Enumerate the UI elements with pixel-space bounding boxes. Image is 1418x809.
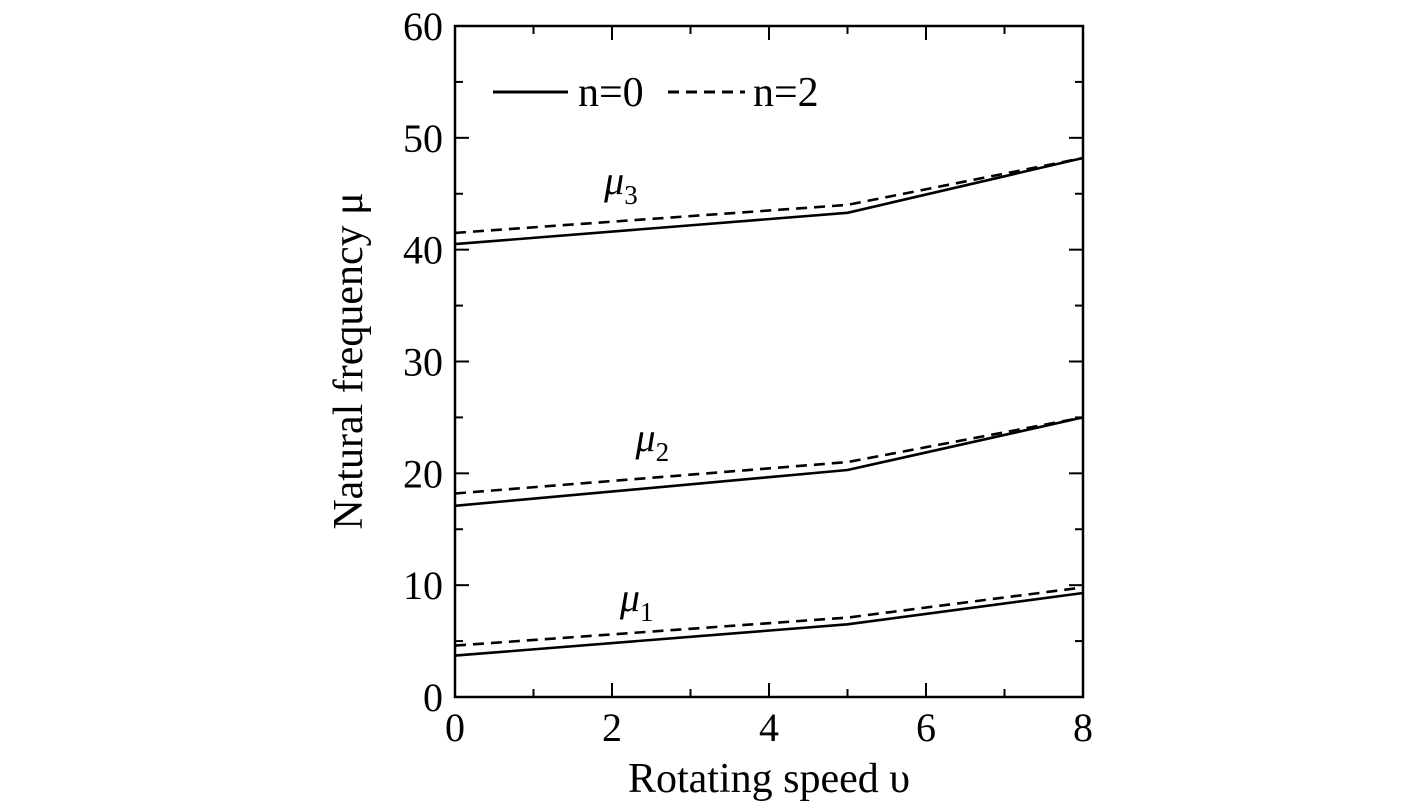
y-tick-label: 40 — [403, 228, 443, 273]
legend-label-solid: n=0 — [578, 70, 644, 116]
y-tick-label: 50 — [403, 116, 443, 161]
x-tick-label: 4 — [759, 705, 779, 750]
series-layer — [454, 156, 1084, 657]
series-label-μ2: μ2 — [635, 415, 670, 467]
series-label-μ3: μ3 — [603, 158, 638, 210]
x-tick-label: 8 — [1073, 705, 1093, 750]
x-tick-label: 2 — [602, 705, 622, 750]
y-tick-label: 30 — [403, 340, 443, 385]
y-tick-label: 60 — [403, 4, 443, 49]
series-label-μ1: μ1 — [619, 575, 654, 627]
x-tick-label: 6 — [916, 705, 936, 750]
x-axis-title: Rotating speed υ — [628, 756, 910, 802]
series-line-μ1-dashed — [454, 586, 1084, 647]
series-line-μ2-solid — [454, 416, 1084, 508]
labels-layer: 0 2 4 6 8 0 10 20 30 40 50 60 μ1 μ2 μ3 — [403, 4, 1093, 750]
y-tick-label: 0 — [423, 675, 443, 720]
legend: n=0 n=2 — [493, 70, 819, 116]
y-tick-label: 10 — [403, 563, 443, 608]
series-line-μ1-solid — [454, 591, 1084, 657]
y-axis-title: Natural frequency μ — [326, 192, 372, 529]
ticks-layer — [454, 25, 1084, 698]
plot-frame — [453, 24, 1085, 699]
y-tick-label: 20 — [403, 451, 443, 496]
x-tick-label: 0 — [445, 705, 465, 750]
series-line-μ3-solid — [454, 156, 1084, 246]
series-line-μ2-dashed — [454, 416, 1084, 495]
legend-label-dashed: n=2 — [753, 70, 819, 116]
series-line-μ3-dashed — [454, 156, 1084, 235]
